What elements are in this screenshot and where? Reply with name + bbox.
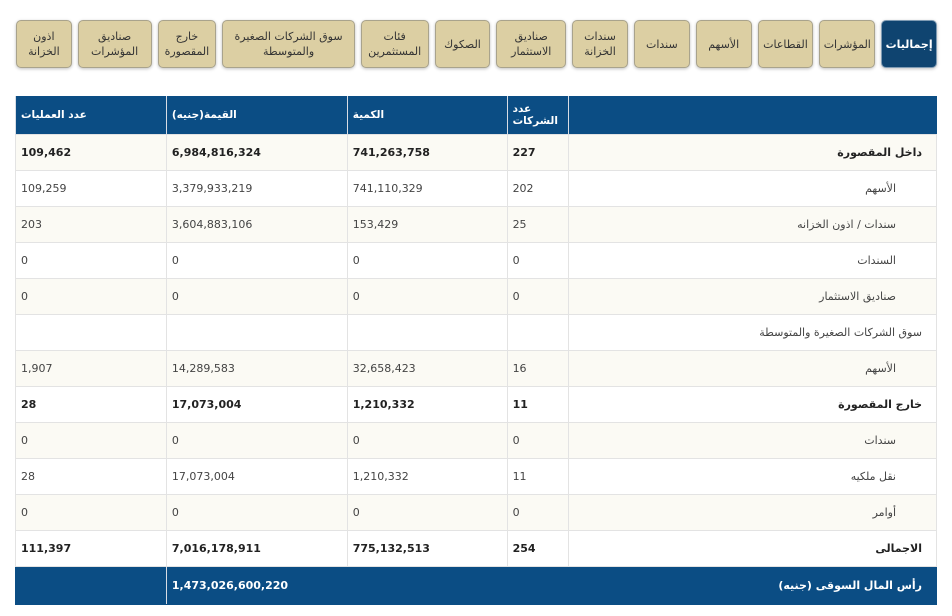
cell-trades [15,313,167,351]
summary-table: عدد الشركات الكمية القيمة(جنيه) عدد العم… [15,96,938,605]
cell-quantity: 0 [346,241,508,279]
cell-quantity: 741,263,758 [346,133,508,171]
cell-value: 14,289,583 [165,349,348,387]
cell-value: 17,073,004 [165,457,348,495]
cell-companies: 25 [506,205,569,243]
footer-empty [15,565,167,605]
cell-quantity: 0 [346,421,508,459]
tab-investment-funds[interactable]: صناديق الاستثمار [496,20,567,68]
cell-quantity: 153,429 [346,205,508,243]
tab-treasury-bills[interactable]: اذون الخزانة [15,20,72,68]
header-companies: عدد الشركات [506,96,569,134]
table-row: صناديق الاستثمار 0 0 0 0 [15,277,938,315]
table-row: الأسهم 202 741,110,329 3,379,933,219 109,259 [15,169,938,207]
cell-companies: 202 [506,169,569,207]
table-row: سندات / اذون الخزانه 25 153,429 3,604,883,1… [15,205,938,243]
cell-quantity: 775,132,513 [346,529,508,567]
cell-trades: 1,907 [15,349,167,387]
cell-label: خارج المقصورة [567,385,938,423]
cell-quantity: 741,110,329 [346,169,508,207]
tab-totals[interactable]: إجماليات [881,20,937,68]
cell-label: سندات [567,421,938,459]
cell-companies: 0 [506,277,569,315]
table-row: سندات 0 0 0 0 [15,421,938,459]
cell-trades: 109,462 [15,133,167,171]
cell-quantity: 0 [346,493,508,531]
table-row: الاجمالى 254 775,132,513 7,016,178,911 111,3… [15,529,938,567]
tab-investor-categories[interactable]: فئات المستثمرين [360,20,429,68]
cell-value: 0 [165,421,348,459]
cell-trades: 0 [15,241,167,279]
market-cap-value: 1,473,026,600,220 [165,565,508,605]
cell-companies: 254 [506,529,569,567]
cell-trades: 0 [15,493,167,531]
cell-companies: 16 [506,349,569,387]
cell-companies: 11 [506,385,569,423]
cell-quantity: 1,210,332 [346,385,508,423]
cell-quantity: 0 [346,277,508,315]
cell-companies [506,313,569,351]
cell-label: نقل ملكيه [567,457,938,495]
tab-indices[interactable]: المؤشرات [819,20,876,68]
cell-trades: 203 [15,205,167,243]
cell-label: صناديق الاستثمار [567,277,938,315]
tab-bonds[interactable]: سندات [633,20,690,68]
cell-value: 17,073,004 [165,385,348,423]
tab-stocks[interactable]: الأسهم [695,20,752,68]
cell-trades: 109,259 [15,169,167,207]
cell-label: الأسهم [567,349,938,387]
cell-value: 0 [165,493,348,531]
cell-value: 0 [165,277,348,315]
cell-label: أوامر [567,493,938,531]
table-row: الأسهم 16 32,658,423 14,289,583 1,907 [15,349,938,387]
cell-quantity: 1,210,332 [346,457,508,495]
table-row: نقل ملكيه 11 1,210,332 17,073,004 28 [15,457,938,495]
cell-trades: 28 [15,385,167,423]
cell-companies: 0 [506,493,569,531]
cell-value: 7,016,178,911 [165,529,348,567]
cell-companies: 227 [506,133,569,171]
header-value: القيمة(جنيه) [165,96,348,134]
cell-companies: 11 [506,457,569,495]
cell-label: الاجمالى [567,529,938,567]
cell-value: 3,604,883,106 [165,205,348,243]
tab-sectors[interactable]: القطاعات [757,20,814,68]
tab-sme-market[interactable]: سوق الشركات الصغيرة والمتوسطة [222,20,355,68]
table-row: أوامر 0 0 0 0 [15,493,938,531]
header-label [567,96,937,134]
header-trades: عدد العمليات [15,96,167,134]
market-cap-row: رأس المال السوقى (جنيه) 1,473,026,600,220 [15,565,938,605]
cell-quantity [346,313,508,351]
cell-companies: 0 [506,241,569,279]
table-row: داخل المقصورة 227 741,263,758 6,984,816,324… [15,133,938,171]
table-row: سوق الشركات الصغيرة والمتوسطة [15,313,938,351]
cell-quantity: 32,658,423 [346,349,508,387]
cell-label: سندات / اذون الخزانه [567,205,938,243]
cell-label: داخل المقصورة [567,133,938,171]
cell-value: 3,379,933,219 [165,169,348,207]
cell-label: سوق الشركات الصغيرة والمتوسطة [567,313,938,351]
cell-trades: 0 [15,421,167,459]
tab-bar: إجماليات المؤشرات القطاعات الأسهم سندات … [15,20,937,68]
header-quantity: الكمية [346,96,508,134]
cell-trades: 28 [15,457,167,495]
cell-companies: 0 [506,421,569,459]
cell-label: السندات [567,241,938,279]
tab-otc[interactable]: خارج المقصورة [157,20,217,68]
cell-trades: 0 [15,277,167,315]
cell-trades: 111,397 [15,529,167,567]
cell-value [165,313,348,351]
table-row: السندات 0 0 0 0 [15,241,938,279]
tab-sukuk[interactable]: الصكوك [434,20,491,68]
table-row: خارج المقصورة 11 1,210,332 17,073,004 28 [15,385,938,423]
tab-treasury-bonds[interactable]: سندات الخزانة [572,20,628,68]
cell-value: 6,984,816,324 [165,133,348,171]
cell-label: الأسهم [567,169,938,207]
table-header: عدد الشركات الكمية القيمة(جنيه) عدد العم… [15,96,937,134]
market-cap-label: رأس المال السوقى (جنيه) [506,565,938,605]
cell-value: 0 [165,241,348,279]
tab-etfs[interactable]: صناديق المؤشرات [77,20,152,68]
